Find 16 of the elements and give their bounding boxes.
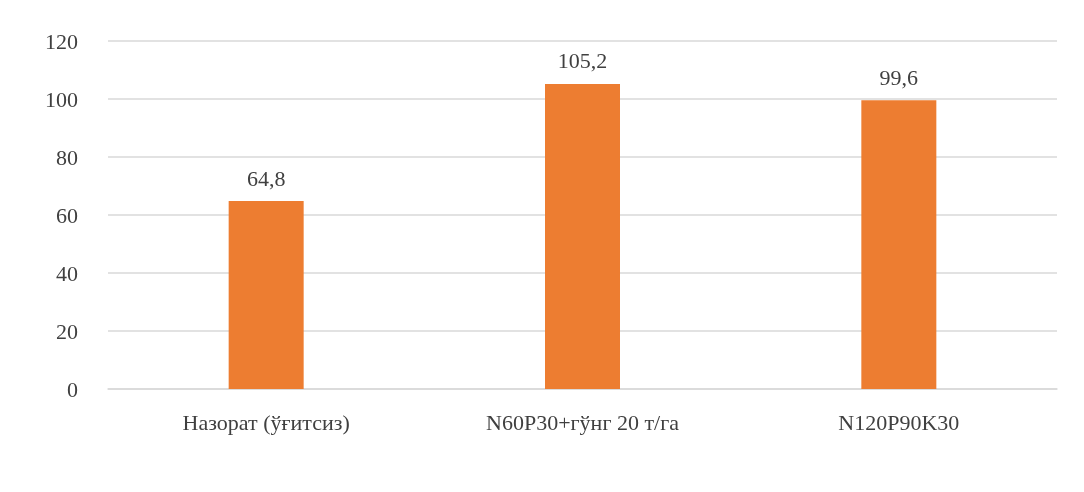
bar [861,100,937,389]
y-tick-label: 20 [56,318,78,344]
y-tick-label: 80 [56,144,78,170]
y-tick-label: 40 [56,260,78,286]
x-tick-label: N120P90K30 [838,409,960,435]
data-label: 99,6 [879,64,919,90]
bar [545,83,620,389]
x-tick-label: N60P30+гўнг 20 т/га [486,409,680,435]
y-tick-label: 60 [56,202,78,228]
data-label: 105,2 [557,48,608,74]
x-tick-label: Назорат (ўғитсиз) [182,409,350,435]
y-tick-label: 100 [45,86,78,112]
y-tick-label: 120 [45,28,78,54]
data-label: 64,8 [246,165,286,191]
y-tick-label: 0 [67,376,78,402]
bar [228,201,304,389]
